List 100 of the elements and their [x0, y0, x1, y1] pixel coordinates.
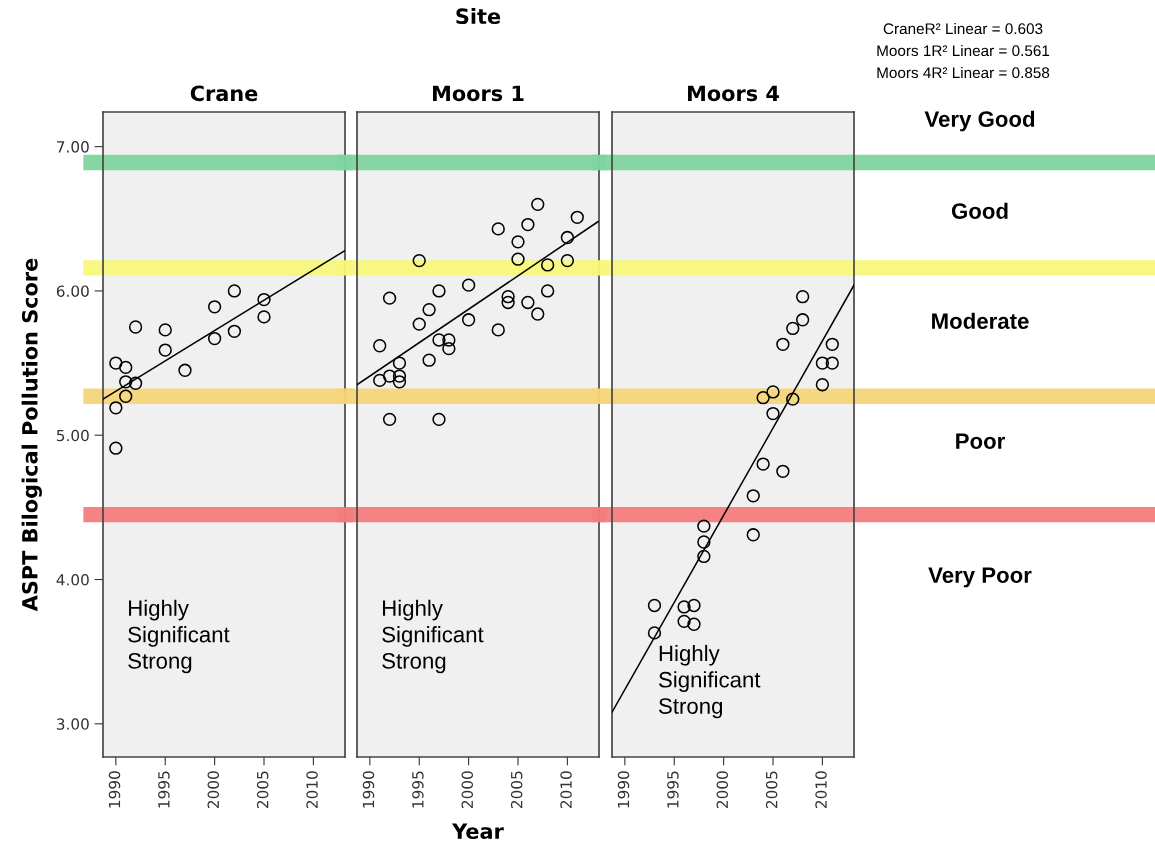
x-tick-label: 2000	[461, 771, 474, 808]
point	[825, 337, 839, 351]
point	[109, 356, 123, 370]
y-tick-label: 3.00	[56, 718, 89, 730]
point	[795, 313, 810, 327]
point	[795, 290, 810, 304]
point	[746, 528, 760, 542]
text: Very Good	[924, 110, 1035, 132]
point	[257, 310, 271, 324]
x-tick-label: 1995	[667, 771, 679, 808]
point	[119, 389, 133, 403]
point	[128, 376, 143, 390]
point	[521, 295, 535, 310]
point	[373, 339, 387, 353]
point	[412, 317, 426, 331]
point	[491, 222, 505, 236]
point	[647, 626, 662, 640]
point	[491, 323, 505, 337]
point	[677, 600, 691, 614]
point	[178, 363, 192, 377]
point	[677, 614, 691, 629]
point	[815, 356, 830, 370]
point	[786, 321, 800, 336]
point	[697, 549, 711, 564]
chart-title: Crane	[190, 85, 258, 102]
text: Very Poor	[928, 567, 1032, 588]
text: Good	[951, 202, 1008, 219]
point	[412, 253, 426, 268]
x-tick-label: 1990	[362, 771, 375, 808]
point	[825, 356, 839, 370]
point	[540, 284, 555, 298]
annotation: Highly Significant Strong	[128, 599, 230, 674]
chart-title: Moors 4	[688, 85, 779, 102]
point	[461, 313, 476, 327]
point	[746, 489, 760, 503]
point	[501, 295, 515, 310]
point	[560, 230, 575, 245]
point	[776, 337, 790, 351]
text: Moors 4R² Linear = 0.858	[877, 66, 1050, 79]
point	[382, 369, 397, 383]
point	[540, 258, 555, 272]
point	[815, 378, 830, 392]
point	[461, 278, 476, 292]
x-tick-label: 2000	[716, 771, 729, 808]
point	[392, 369, 407, 383]
point	[158, 343, 172, 357]
point	[119, 375, 133, 389]
point	[756, 391, 770, 405]
point	[432, 284, 446, 298]
point	[766, 406, 780, 421]
point	[697, 519, 711, 533]
point	[207, 300, 222, 314]
point	[119, 360, 133, 375]
x-tick-label: 1995	[412, 771, 424, 808]
point	[392, 356, 407, 370]
text: Poor	[956, 433, 1005, 449]
point	[382, 412, 397, 427]
point	[687, 617, 701, 631]
y-tick-label: 5.00	[56, 429, 89, 442]
point	[109, 441, 123, 455]
y-tick-label: 6.00	[56, 285, 89, 297]
x-tick-label: 2000	[207, 771, 220, 808]
point	[442, 341, 456, 356]
point	[756, 457, 770, 471]
x-tick-label: 1990	[617, 771, 630, 808]
point	[511, 252, 525, 266]
point	[392, 375, 407, 389]
point	[531, 307, 545, 321]
point	[158, 323, 172, 337]
x-tick-label: 1995	[158, 771, 170, 808]
x-tick-label: 2010	[560, 771, 572, 808]
y-axis-title: ASPT Bilogical Pollution Score	[21, 258, 42, 612]
x-tick-label: 2010	[815, 771, 827, 808]
x-tick-label: 2005	[256, 771, 269, 808]
x-tick-label: 1990	[108, 771, 121, 808]
x-tick-label: 2005	[765, 771, 778, 808]
point	[647, 598, 662, 613]
point	[687, 598, 701, 613]
point	[432, 412, 446, 427]
point	[422, 303, 436, 317]
point	[227, 284, 242, 298]
point	[442, 333, 456, 347]
point	[432, 333, 446, 347]
point	[373, 373, 387, 388]
point	[766, 385, 780, 399]
y-tick-label: 4.00	[56, 573, 89, 586]
annotation: Highly Significant Strong	[658, 644, 761, 719]
point	[501, 290, 515, 304]
point	[511, 235, 525, 249]
point	[257, 292, 271, 307]
point	[422, 353, 436, 367]
point	[531, 197, 545, 212]
text: Moors 1R² Linear = 0.561	[877, 44, 1050, 57]
point	[570, 210, 584, 225]
point	[560, 253, 575, 268]
point	[128, 320, 143, 334]
text: Moderate	[932, 312, 1029, 329]
point	[227, 324, 242, 338]
point	[207, 331, 222, 346]
chart-subtitle: Site	[456, 7, 501, 25]
